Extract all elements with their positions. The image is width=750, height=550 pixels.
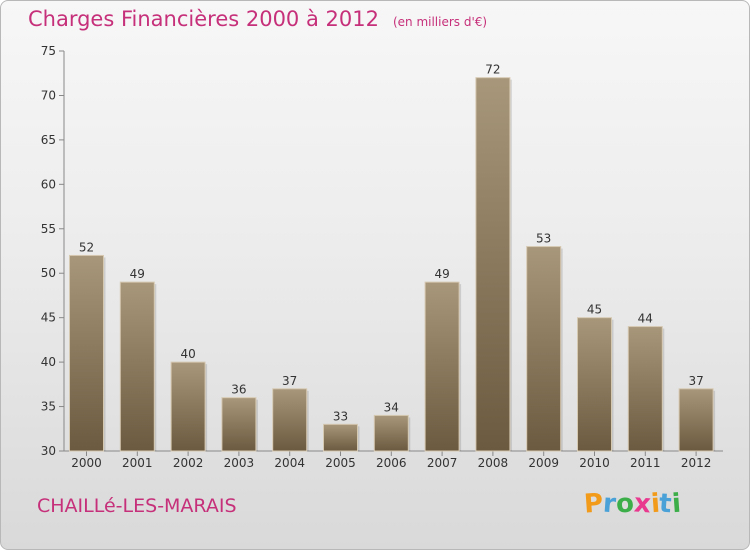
commune-name: CHAILLé-LES-MARAIS (37, 495, 237, 517)
logo-letter: o (614, 488, 635, 520)
bar (424, 281, 460, 452)
data-label: 53 (536, 232, 551, 246)
chart-title-block: Charges Financières 2000 à 2012 (en milli… (28, 7, 487, 31)
bar (475, 77, 511, 452)
x-tick-label: 2002 (173, 456, 204, 470)
y-tick-label: 70 (41, 88, 56, 102)
bar (170, 361, 206, 452)
x-tick-label: 2004 (274, 456, 305, 470)
x-tick-label: 2009 (528, 456, 559, 470)
bar (526, 246, 562, 452)
x-tick-label: 2007 (427, 456, 458, 470)
bar (272, 388, 308, 452)
data-label: 34 (384, 400, 399, 414)
x-tick-label: 2003 (224, 456, 255, 470)
data-label: 72 (485, 63, 500, 77)
unit-note: (en milliers d'€) (392, 15, 488, 29)
x-tick-label: 2010 (579, 456, 610, 470)
x-tick-label: 2001 (122, 456, 153, 470)
proxiti-logo: Proxiti (582, 488, 682, 520)
y-tick-label: 45 (41, 311, 56, 325)
x-tick-label: 2008 (478, 456, 509, 470)
logo-letter: P (582, 488, 605, 520)
x-tick-label: 2011 (630, 456, 661, 470)
bar (119, 281, 155, 452)
data-label: 37 (688, 374, 703, 388)
bar (373, 414, 409, 452)
data-label: 33 (333, 409, 348, 423)
data-label: 44 (638, 312, 653, 326)
data-label: 49 (434, 267, 449, 281)
y-tick-label: 30 (41, 444, 56, 458)
y-tick-label: 50 (41, 266, 56, 280)
y-tick-label: 75 (41, 44, 56, 58)
bar (678, 388, 714, 452)
y-tick-label: 40 (41, 355, 56, 369)
logo-letter: x (632, 488, 652, 520)
data-label: 36 (231, 383, 246, 397)
y-tick-label: 60 (41, 177, 56, 191)
x-tick-label: 2012 (681, 456, 712, 470)
bar (323, 423, 358, 452)
data-label: 49 (130, 267, 145, 281)
y-tick-label: 55 (41, 222, 56, 236)
data-label: 45 (587, 303, 602, 317)
y-tick-label: 35 (41, 400, 56, 414)
bar (577, 317, 612, 452)
data-label: 37 (282, 374, 297, 388)
chart-title: Charges Financières 2000 à 2012 (28, 7, 379, 31)
data-label: 40 (180, 347, 195, 361)
x-tick-label: 2006 (376, 456, 407, 470)
data-label: 52 (79, 240, 94, 254)
x-tick-label: 2000 (71, 456, 102, 470)
logo-letter: i (670, 488, 682, 520)
bar (69, 254, 104, 452)
y-tick-label: 65 (41, 133, 56, 147)
bar (221, 397, 257, 452)
x-tick-label: 2005 (325, 456, 356, 470)
bar (627, 326, 663, 452)
